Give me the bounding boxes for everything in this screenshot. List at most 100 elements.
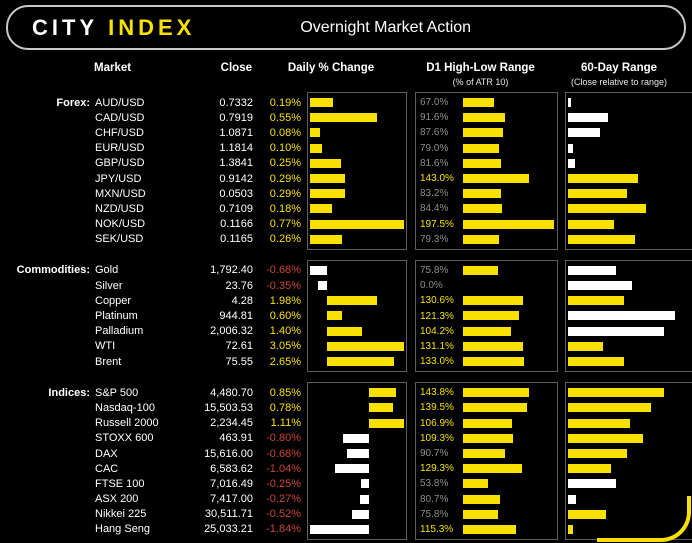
close-value: 0.0503	[219, 187, 253, 200]
daily-change-chart-indices	[307, 382, 407, 541]
daily-change-bar	[368, 403, 394, 413]
atr-bar-area	[463, 308, 555, 323]
daily-change-value: 0.19%	[269, 96, 301, 109]
col-header-close: Close	[220, 62, 252, 74]
city-index-logo: CITY INDEX	[32, 15, 195, 41]
atr-bar	[463, 326, 511, 336]
atr-value: 131.1%	[420, 340, 454, 352]
market-name: MXN/USD	[95, 187, 146, 200]
atr-bar-area	[463, 278, 555, 293]
range-bar	[568, 357, 625, 366]
atr-bar-row: 79.3%	[418, 232, 555, 247]
daily-change-bar-row	[310, 385, 404, 400]
range-bar-row	[568, 186, 692, 201]
market-name: AUD/USD	[95, 96, 145, 109]
atr-value: 75.8%	[420, 264, 449, 276]
close-value: 0.1166	[220, 218, 253, 231]
market-name: Palladium	[95, 325, 144, 338]
atr-bar-area	[463, 125, 555, 140]
daily-change-bar-row	[310, 431, 404, 446]
close-value: 1.3841	[219, 157, 253, 170]
atr-bar-row: 87.6%	[418, 125, 555, 140]
market-name: FTSE 100	[95, 477, 145, 490]
daily-change-value: 2.65%	[269, 355, 301, 368]
atr-bar	[463, 113, 506, 123]
market-name: STOXX 600	[95, 432, 154, 445]
table-row: NZD/USD 0.7109 0.18%	[6, 201, 307, 216]
daily-change-bar-row	[310, 416, 404, 431]
close-value: 4.28	[231, 294, 253, 307]
daily-change-value: -1.04%	[266, 462, 301, 475]
close-value: 0.7332	[219, 96, 253, 109]
market-name: Copper	[95, 294, 132, 307]
daily-change-bar	[310, 265, 328, 275]
range-bar	[568, 296, 625, 306]
range-bar-row	[568, 278, 692, 293]
range-bar	[568, 143, 574, 153]
atr-value: 104.2%	[420, 325, 454, 337]
range-bar	[568, 265, 617, 275]
atr-bar-area	[463, 446, 555, 461]
range-bar	[568, 128, 601, 138]
atr-value: 91.6%	[420, 112, 449, 124]
range-bar-row	[568, 416, 692, 431]
atr-value: 87.6%	[420, 127, 449, 139]
range-bar-row	[568, 217, 692, 232]
atr-bar	[463, 173, 529, 183]
daily-change-value: -0.68%	[266, 447, 301, 460]
atr-bar	[463, 494, 501, 504]
table-row: Nasdaq-100 15,503.53 0.78%	[6, 400, 307, 415]
range-bar-row	[568, 95, 692, 110]
atr-bar-row: 197.5%	[418, 217, 555, 232]
daily-change-bar	[343, 433, 369, 443]
range-bar	[568, 311, 676, 321]
market-section-forex: Forex: AUD/USD 0.7332 0.19% CAD/USD 0.7919 0.5…	[6, 92, 692, 250]
table-row: Hang Seng 25,033.21 -1.84%	[6, 522, 307, 537]
table-row: ASX 200 7,417.00 -0.27%	[6, 492, 307, 507]
daily-change-value: 0.25%	[269, 157, 301, 170]
table-row: Copper 4.28 1.98%	[6, 293, 307, 308]
range-bar	[568, 326, 665, 336]
atr-value: 83.2%	[420, 188, 449, 200]
close-value: 0.7919	[219, 111, 253, 124]
col-header-60day-range: 60-Day Range	[580, 62, 658, 74]
market-name: Platinum	[95, 310, 138, 323]
daily-change-bar	[368, 418, 404, 428]
atr-bar	[463, 158, 501, 168]
atr-value: 84.4%	[420, 203, 449, 215]
atr-value: 53.8%	[420, 478, 449, 490]
daily-change-bar-row	[310, 492, 404, 507]
atr-bar	[463, 524, 517, 534]
table-row: WTI 72.61 3.05%	[6, 339, 307, 354]
market-name: NOK/USD	[95, 218, 146, 231]
range-bar-row	[568, 232, 692, 247]
range-bar-row	[568, 125, 692, 140]
section-labels-indices: Indices: S&P 500 4,480.70 0.85% Nasdaq-100 15…	[6, 382, 307, 537]
range-bar	[568, 113, 609, 123]
daily-change-value: 3.05%	[269, 340, 301, 353]
daily-change-bar-row	[310, 171, 404, 186]
range-bar-row	[568, 339, 692, 354]
market-name: WTI	[95, 340, 116, 353]
daily-change-value: -0.25%	[266, 477, 301, 490]
daily-change-bar	[327, 311, 343, 321]
atr-bar-row: 67.0%	[418, 95, 555, 110]
atr-bar-row: 143.8%	[418, 385, 555, 400]
daily-change-bar	[327, 326, 363, 336]
range-bar	[568, 418, 630, 428]
market-section-commodities: Commodities: Gold 1,792.40 -0.68% Silver 23.7…	[6, 259, 692, 373]
atr-bar-row: 83.2%	[418, 186, 555, 201]
daily-change-chart-forex	[307, 92, 407, 250]
market-table: Forex: AUD/USD 0.7332 0.19% CAD/USD 0.7919 0.5…	[6, 92, 692, 543]
atr-bar	[463, 464, 523, 474]
close-value: 25,033.21	[204, 523, 253, 536]
daily-change-value: -1.84%	[266, 523, 301, 536]
close-value: 2,006.32	[210, 325, 253, 338]
close-value: 15,503.53	[204, 401, 253, 414]
atr-bar-area	[463, 385, 555, 400]
atr-bar	[463, 357, 525, 366]
range-bar-row	[568, 171, 692, 186]
sixty-day-range-chart-forex	[565, 92, 692, 250]
atr-bar-area	[463, 186, 555, 201]
